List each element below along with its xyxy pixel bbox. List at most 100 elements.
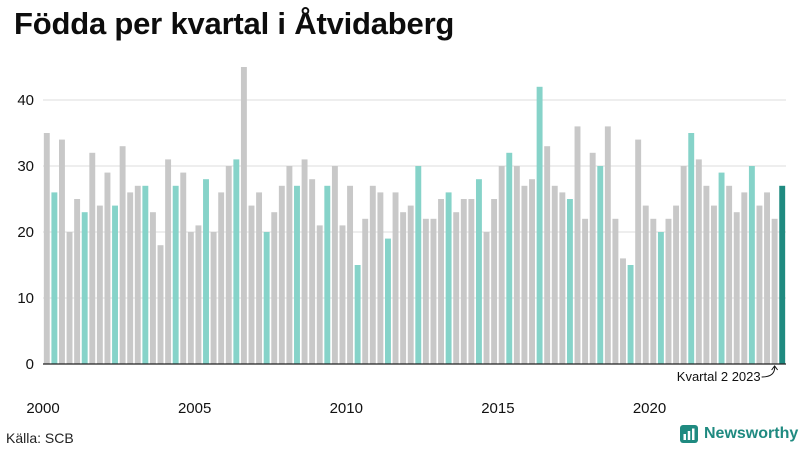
bar xyxy=(551,185,558,364)
x-axis-ticks: 2000 2005 2010 2015 2020 xyxy=(26,400,666,417)
bar xyxy=(331,166,338,364)
brand-name: Newsworthy xyxy=(704,425,799,442)
bar xyxy=(324,185,331,364)
bar xyxy=(536,86,543,365)
bar xyxy=(582,218,589,364)
bar xyxy=(119,146,126,364)
bar xyxy=(210,232,217,364)
x-tick-label: 2010 xyxy=(330,400,363,417)
bar xyxy=(256,192,263,364)
bar xyxy=(392,192,399,364)
bar xyxy=(218,192,225,364)
source-label: Källa: SCB xyxy=(6,430,74,446)
bar xyxy=(225,166,232,364)
bar xyxy=(430,218,437,364)
bar xyxy=(635,139,642,364)
bar xyxy=(764,192,771,364)
bar xyxy=(703,185,710,364)
bar xyxy=(149,212,156,364)
bar xyxy=(688,133,695,364)
y-tick-label: 30 xyxy=(17,158,34,175)
bar xyxy=(240,67,247,364)
bar xyxy=(316,225,323,364)
bar xyxy=(771,218,778,364)
bar-chart: 0 10 20 30 40 2000 2005 2010 2015 2020 Kvartal 2… xyxy=(17,67,786,417)
bar xyxy=(756,205,763,364)
bar xyxy=(733,212,740,364)
brand[interactable]: Newsworthy xyxy=(680,425,798,443)
bar xyxy=(172,185,179,364)
bar xyxy=(650,218,657,364)
y-tick-label: 0 xyxy=(26,356,34,373)
bar xyxy=(726,185,733,364)
bar xyxy=(491,199,498,364)
bar xyxy=(400,212,407,364)
y-tick-label: 10 xyxy=(17,290,34,307)
annotation: Kvartal 2 2023 xyxy=(677,365,779,384)
bar xyxy=(263,232,270,364)
bar xyxy=(422,218,429,364)
bar xyxy=(612,218,619,364)
annotation-arrowhead xyxy=(771,365,779,371)
bar xyxy=(309,179,316,364)
bar xyxy=(642,205,649,364)
bar xyxy=(498,166,505,364)
bar xyxy=(165,159,172,364)
chart-title: Födda per kvartal i Åtvidaberg xyxy=(14,6,455,41)
bar xyxy=(438,199,444,364)
annotation-arrow xyxy=(761,365,776,378)
bar xyxy=(544,146,551,364)
bar xyxy=(339,225,346,364)
bar xyxy=(718,172,725,364)
bar xyxy=(589,152,596,364)
bar xyxy=(680,166,687,364)
bar xyxy=(301,159,308,364)
bar xyxy=(445,192,452,364)
bar xyxy=(604,126,611,365)
bar xyxy=(460,199,467,364)
bar xyxy=(513,166,520,364)
bar xyxy=(521,185,528,364)
x-tick-label: 2020 xyxy=(633,400,666,417)
bar xyxy=(665,218,672,364)
bar xyxy=(142,185,149,364)
bar xyxy=(294,185,300,364)
bar xyxy=(354,265,361,364)
bar xyxy=(271,212,278,364)
bar xyxy=(483,232,490,364)
bar xyxy=(58,139,65,364)
bar xyxy=(43,133,50,364)
bar xyxy=(597,166,604,364)
bar xyxy=(66,232,73,364)
bar xyxy=(377,192,384,364)
bar xyxy=(203,179,209,364)
bar xyxy=(51,192,58,364)
bar xyxy=(104,172,111,364)
x-tick-label: 2015 xyxy=(481,400,514,417)
bar xyxy=(627,265,634,364)
bar xyxy=(559,192,566,364)
bar xyxy=(711,205,717,364)
bar-chart-logo-icon xyxy=(680,425,698,443)
bars xyxy=(43,67,786,365)
bar xyxy=(741,192,748,364)
bar xyxy=(195,225,202,364)
bar xyxy=(112,205,118,364)
bar xyxy=(415,166,422,364)
bar xyxy=(89,152,96,364)
bar xyxy=(347,185,354,364)
bar xyxy=(385,238,391,364)
bar xyxy=(248,205,255,364)
bar xyxy=(96,205,103,364)
y-tick-label: 20 xyxy=(17,224,34,241)
bar xyxy=(362,218,369,364)
bar xyxy=(468,199,475,364)
x-tick-label: 2005 xyxy=(178,400,211,417)
bar xyxy=(278,185,285,364)
x-tick-label: 2000 xyxy=(26,400,59,417)
bar xyxy=(369,185,376,364)
annotation-label: Kvartal 2 2023 xyxy=(677,369,761,384)
bar xyxy=(566,199,573,364)
bar xyxy=(233,159,240,364)
bar xyxy=(620,258,626,364)
